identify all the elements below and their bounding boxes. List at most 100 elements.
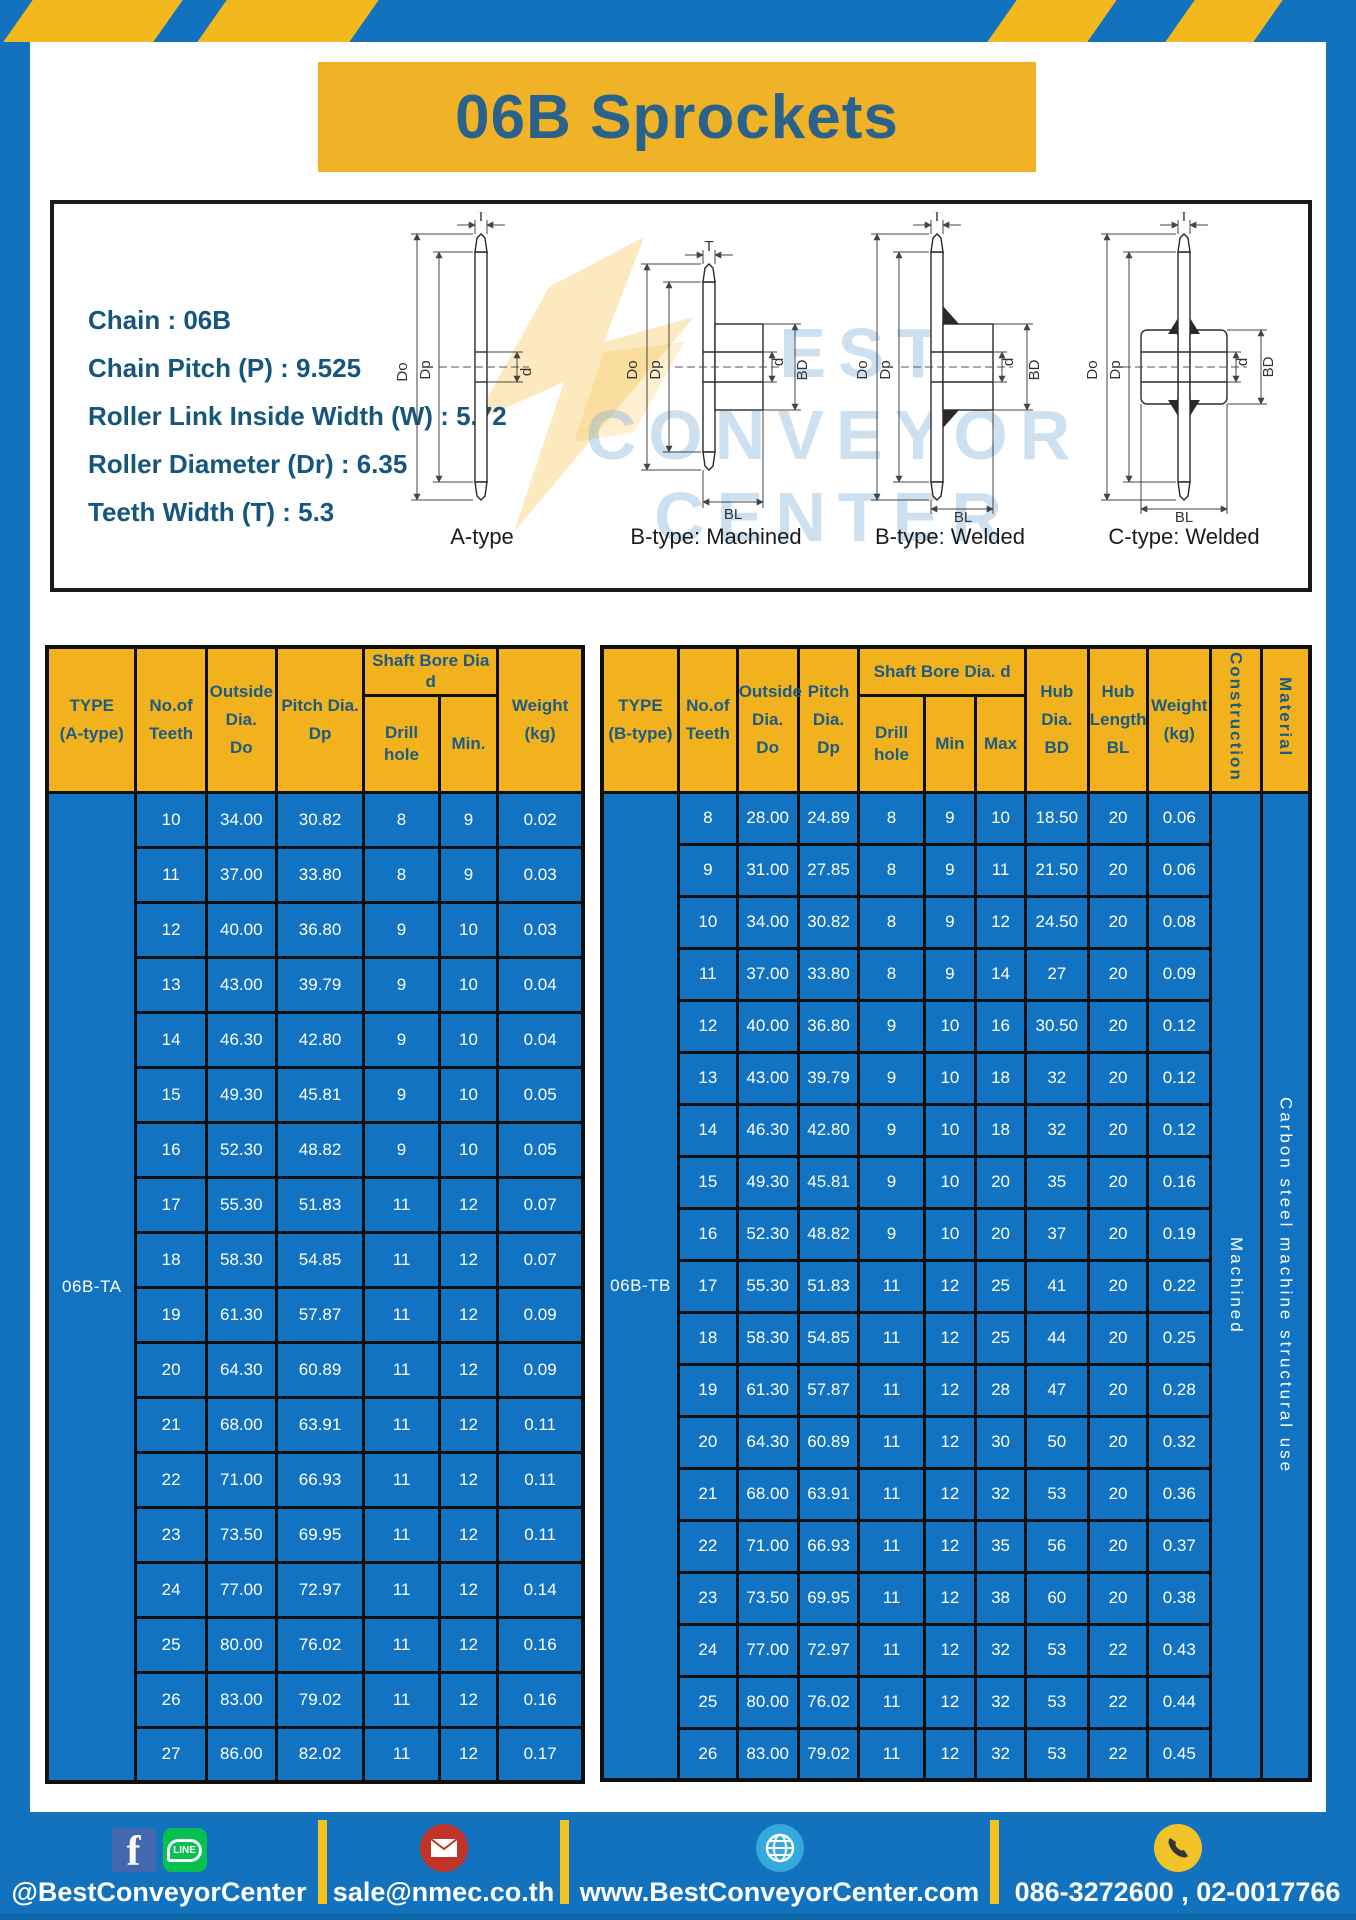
table-cell: 32 [974, 1674, 1027, 1730]
footer-divider [318, 1820, 327, 1904]
table-cell: 12 [922, 1622, 978, 1678]
table-cell: 30.50 [1023, 998, 1090, 1054]
spec-line-roller-diameter: Roller Diameter (Dr) : 6.35 [88, 449, 408, 479]
table-cell: 42.80 [274, 1010, 366, 1069]
globe-icon[interactable] [755, 1824, 804, 1872]
svg-text:Dp: Dp [417, 360, 434, 379]
table-cell: 11 [857, 1622, 926, 1678]
table-cell: 43.00 [735, 1050, 800, 1106]
email-address[interactable]: sale@nmec.co.th [332, 1877, 555, 1907]
table-row: 22 71.00 66.93 11 12 35 56 20 0.37 [602, 1518, 1310, 1574]
table-row: 26 83.00 79.02 11 12 0.16 [47, 1670, 585, 1729]
footer-website-group[interactable]: www.BestConveyorCenter.com [569, 1816, 990, 1908]
table-cell: 41 [1023, 1258, 1090, 1314]
table-cell: 19 [134, 1285, 208, 1344]
table-row: 11 37.00 33.80 8 9 14 27 20 0.09 [602, 946, 1310, 1002]
svg-text:Do: Do [854, 360, 871, 379]
table-row: 14 46.30 42.80 9 10 18 32 20 0.12 [602, 1102, 1310, 1158]
table-cell: 0.06 [1146, 790, 1213, 846]
table-cell: 58.30 [735, 1310, 800, 1366]
svg-text:Dp: Dp [1107, 360, 1124, 379]
table-cell: 25 [676, 1674, 739, 1730]
table-cell: 21.50 [1023, 842, 1090, 898]
table-cell: 56 [1023, 1518, 1090, 1574]
table-cell: 83.00 [204, 1670, 278, 1729]
table-cell: 8 [362, 790, 441, 849]
diagram-label: C-type: Welded [1108, 524, 1260, 549]
table-cell: 73.50 [735, 1570, 800, 1626]
sprocket-diagrams: Do Dp d T A-t [376, 212, 1290, 550]
svg-text:BD: BD [1260, 356, 1277, 377]
top-stripe [1156, 0, 1292, 42]
table-cell: 31.00 [735, 842, 800, 898]
line-icon[interactable]: LINE [162, 1828, 207, 1872]
page-title: 06B Sprockets [455, 82, 899, 152]
content-area: 06B Sprockets BEST CONVEYOR CENTER [30, 42, 1326, 1812]
table-cell: 18 [974, 1050, 1027, 1106]
table-cell: 11 [857, 1518, 926, 1574]
footer-phone-group[interactable]: 086-3272600 , 02-0017766 [999, 1816, 1356, 1908]
table-cell: 21 [676, 1466, 739, 1522]
phone-numbers[interactable]: 086-3272600 , 02-0017766 [1014, 1877, 1341, 1907]
table-cell: 16 [676, 1206, 739, 1262]
phone-icon[interactable] [1153, 1824, 1202, 1872]
table-cell: 51.83 [796, 1258, 861, 1314]
table-cell: 45.81 [796, 1154, 861, 1210]
table-cell: 32 [974, 1726, 1027, 1782]
table-cell: 76.02 [796, 1674, 861, 1730]
col-header-hub-dia: Hub Dia. BD [1023, 645, 1090, 794]
table-cell: 27 [1023, 946, 1090, 1002]
facebook-icon[interactable]: f [111, 1828, 156, 1872]
table-row: 25 80.00 76.02 11 12 0.16 [47, 1615, 585, 1674]
email-icon[interactable] [419, 1824, 468, 1872]
table-cell: 20 [1086, 1518, 1150, 1574]
table-cell: 55.30 [204, 1175, 278, 1234]
table-cell: 14 [134, 1010, 208, 1069]
table-cell: 12 [922, 1726, 978, 1782]
table-cell: 9 [922, 894, 978, 950]
table-cell: 55.30 [735, 1258, 800, 1314]
table-cell: 9 [437, 845, 500, 904]
table-cell: 66.93 [796, 1518, 861, 1574]
table-cell: 26 [134, 1670, 208, 1729]
table-cell: 11 [857, 1466, 926, 1522]
table-cell: 54.85 [796, 1310, 861, 1366]
spec-line-teeth-width: Teeth Width (T) : 5.3 [88, 497, 335, 527]
table-cell: 0.12 [1146, 1050, 1213, 1106]
col-header-drill-hole: Drill hole [857, 693, 926, 794]
social-handle[interactable]: @BestConveyorCenter [11, 1877, 307, 1907]
table-cell: 69.95 [796, 1570, 861, 1626]
table-cell: 72.97 [796, 1622, 861, 1678]
col-header-type: TYPE (A-type) [45, 645, 138, 794]
table-cell: 27.85 [796, 842, 861, 898]
table-cell: 0.07 [496, 1230, 585, 1289]
table-cell: 10 [676, 894, 739, 950]
table-cell: 11 [362, 1285, 441, 1344]
table-cell: 11 [362, 1725, 441, 1784]
table-cell: 10 [974, 790, 1027, 846]
table-cell: 0.12 [1146, 998, 1213, 1054]
table-cell: 12 [437, 1450, 500, 1509]
footer-social-group[interactable]: f LINE @BestConveyorCenter [0, 1816, 318, 1908]
table-cell: 12 [437, 1340, 500, 1399]
table-cell: 0.03 [496, 845, 585, 904]
table-cell: 64.30 [204, 1340, 278, 1399]
svg-text:T: T [704, 238, 713, 255]
table-row: 9 31.00 27.85 8 9 11 21.50 20 0.06 [602, 842, 1310, 898]
table-cell: 76.02 [274, 1615, 366, 1674]
table-cell: 9 [676, 842, 739, 898]
website-url[interactable]: www.BestConveyorCenter.com [579, 1877, 980, 1907]
footer-email-group[interactable]: sale@nmec.co.th [327, 1816, 560, 1908]
table-cell: 22 [1086, 1622, 1150, 1678]
table-cell: 0.09 [496, 1340, 585, 1399]
type-label-cell: 06B-TB [600, 790, 680, 1782]
table-cell: 54.85 [274, 1230, 366, 1289]
table-cell: 27 [134, 1725, 208, 1784]
table-cell: 57.87 [796, 1362, 861, 1418]
table-cell: 20 [974, 1206, 1027, 1262]
table-cell: 9 [857, 1206, 926, 1262]
table-cell: 32 [1023, 1102, 1090, 1158]
table-row: 23 73.50 69.95 11 12 38 60 20 0.38 [602, 1570, 1310, 1626]
table-cell: 9 [362, 955, 441, 1014]
b-type-machined-drawing: Do Dp d BD [624, 238, 811, 522]
